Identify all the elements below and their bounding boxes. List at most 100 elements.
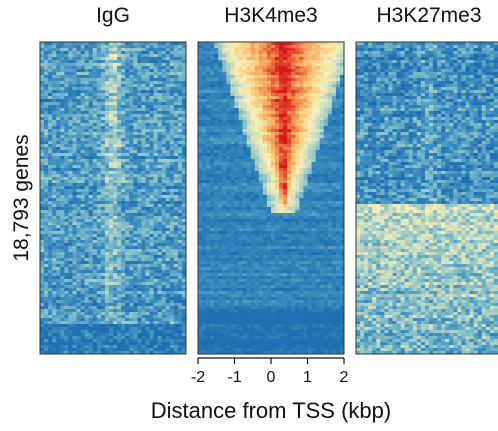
heatmap-cell bbox=[153, 102, 159, 106]
heatmap-cell bbox=[226, 114, 231, 118]
heatmap-cell bbox=[56, 48, 61, 52]
heatmap-cell bbox=[173, 306, 179, 310]
heatmap-cell bbox=[92, 108, 98, 112]
heatmap-cell bbox=[157, 309, 163, 313]
heatmap-cell bbox=[113, 297, 118, 301]
heatmap-cell bbox=[327, 135, 333, 139]
heatmap-cell bbox=[108, 180, 114, 184]
heatmap-cell bbox=[104, 57, 110, 61]
heatmap-cell bbox=[129, 249, 134, 253]
heatmap-cell bbox=[84, 231, 90, 235]
heatmap-cell bbox=[222, 129, 227, 133]
heatmap-cell bbox=[173, 267, 179, 271]
heatmap-cell bbox=[56, 279, 61, 283]
heatmap-cell bbox=[246, 135, 252, 139]
heatmap-cell bbox=[100, 168, 106, 172]
heatmap-cell bbox=[218, 105, 223, 109]
heatmap-cell bbox=[113, 69, 118, 73]
heatmap-cell bbox=[157, 267, 163, 271]
heatmap-cell bbox=[165, 114, 171, 118]
heatmap-cell bbox=[262, 108, 268, 112]
heatmap-cell bbox=[206, 57, 211, 61]
heatmap-cell bbox=[44, 108, 49, 112]
heatmap-cell bbox=[250, 135, 256, 139]
heatmap-cell bbox=[226, 141, 231, 145]
heatmap-cell bbox=[266, 81, 272, 85]
heatmap-cell bbox=[254, 87, 260, 91]
heatmap-cell bbox=[315, 66, 321, 70]
heatmap-cell bbox=[88, 177, 94, 181]
heatmap-cell bbox=[60, 135, 65, 139]
heatmap-cell bbox=[222, 93, 227, 97]
heatmap-cell bbox=[161, 231, 167, 235]
heatmap-cell bbox=[48, 315, 53, 319]
heatmap-cell bbox=[133, 222, 138, 226]
heatmap-cell bbox=[177, 51, 183, 55]
heatmap-cell bbox=[250, 42, 256, 46]
heatmap-cell bbox=[165, 54, 171, 58]
heatmap-cell bbox=[113, 111, 118, 115]
heatmap-cell bbox=[100, 75, 106, 79]
heatmap-cell bbox=[48, 207, 53, 211]
heatmap-cell bbox=[287, 120, 292, 124]
heatmap-cell bbox=[125, 315, 130, 319]
heatmap-cell bbox=[283, 144, 288, 148]
heatmap-cell bbox=[234, 81, 239, 85]
heatmap-cell bbox=[76, 315, 81, 319]
heatmap-cell bbox=[319, 54, 325, 58]
heatmap-cell bbox=[84, 306, 90, 310]
heatmap-cell bbox=[335, 126, 341, 130]
heatmap-cell bbox=[92, 129, 98, 133]
heatmap-cell bbox=[181, 303, 187, 307]
heatmap-cell bbox=[52, 342, 57, 346]
heatmap-cell bbox=[323, 42, 329, 46]
heatmap-cell bbox=[206, 141, 211, 145]
heatmap-cell bbox=[125, 87, 130, 91]
heatmap-cell bbox=[100, 342, 106, 346]
heatmap-cell bbox=[133, 102, 138, 106]
heatmap-cell bbox=[303, 117, 308, 121]
heatmap-cell bbox=[117, 81, 122, 85]
heatmap-cell bbox=[141, 330, 146, 334]
heatmap-cell bbox=[72, 96, 77, 100]
heatmap-cell bbox=[100, 324, 106, 328]
heatmap-cell bbox=[40, 111, 45, 115]
heatmap-cell bbox=[238, 54, 244, 58]
heatmap-cell bbox=[129, 102, 134, 106]
heatmap-cell bbox=[279, 69, 284, 73]
heatmap-cell bbox=[72, 87, 77, 91]
heatmap-cell bbox=[319, 108, 325, 112]
heatmap-cell bbox=[84, 189, 90, 193]
heatmap-cell bbox=[169, 279, 175, 283]
heatmap-cell bbox=[153, 294, 159, 298]
heatmap-cell bbox=[117, 348, 122, 352]
heatmap-cell bbox=[88, 78, 94, 82]
heatmap-cell bbox=[52, 297, 57, 301]
heatmap-cell bbox=[137, 87, 142, 91]
heatmap-cell bbox=[52, 168, 57, 172]
heatmap-cell bbox=[108, 342, 114, 346]
heatmap-cell bbox=[169, 126, 175, 130]
heatmap-cell bbox=[96, 213, 102, 217]
heatmap-cell bbox=[271, 144, 276, 148]
heatmap-cell bbox=[48, 90, 53, 94]
heatmap-cell bbox=[165, 72, 171, 76]
heatmap-cell bbox=[254, 117, 260, 121]
heatmap-cell bbox=[60, 282, 65, 286]
heatmap-cell bbox=[100, 219, 106, 223]
heatmap-cell bbox=[121, 255, 126, 259]
heatmap-cell bbox=[173, 261, 179, 265]
heatmap-cell bbox=[44, 51, 49, 55]
heatmap-cell bbox=[40, 147, 45, 151]
heatmap-cell bbox=[121, 99, 126, 103]
heatmap-cell bbox=[117, 213, 122, 217]
heatmap-cell bbox=[271, 102, 276, 106]
heatmap-cell bbox=[121, 318, 126, 322]
heatmap-cell bbox=[242, 72, 248, 76]
heatmap-cell bbox=[335, 75, 341, 79]
heatmap-cell bbox=[133, 189, 138, 193]
heatmap-cell bbox=[117, 207, 122, 211]
heatmap-cell bbox=[121, 171, 126, 175]
heatmap-cell bbox=[161, 87, 167, 91]
heatmap-cell bbox=[84, 270, 90, 274]
